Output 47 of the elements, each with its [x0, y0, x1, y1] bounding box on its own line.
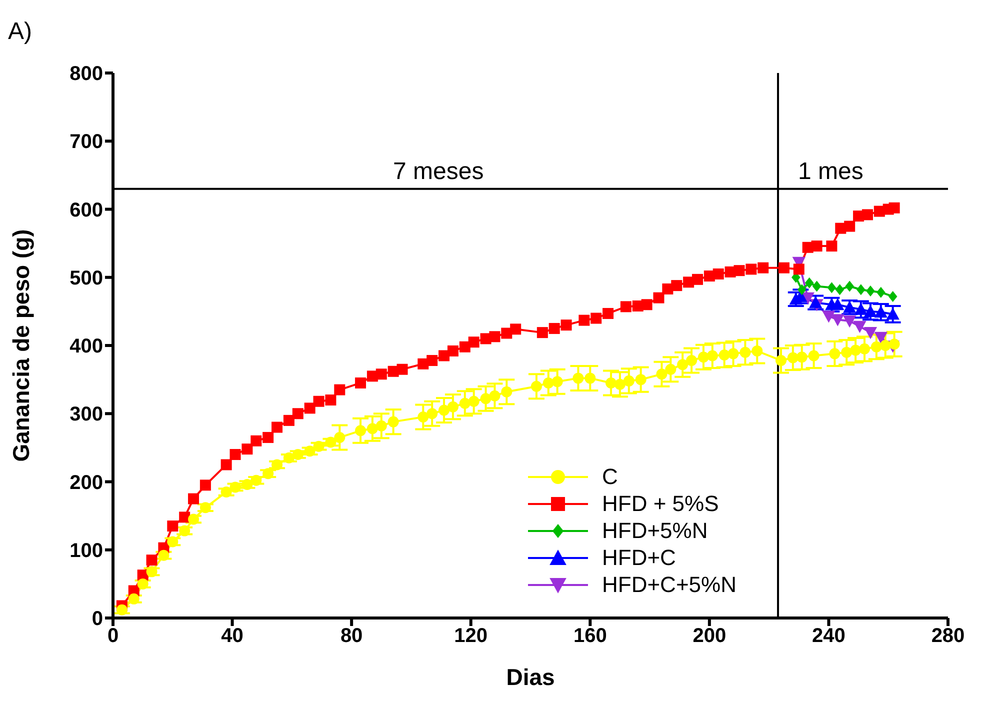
x-axis-title: Dias: [506, 664, 555, 690]
legend-label: HFD+C+5%N: [602, 572, 736, 598]
point: [835, 284, 844, 296]
point: [876, 286, 886, 298]
point: [797, 284, 806, 296]
y-tick-label: 300: [70, 404, 103, 426]
x-tick-label: 0: [107, 625, 119, 648]
x-tick-label: 200: [692, 625, 726, 648]
point: [854, 302, 868, 315]
text: A): [8, 18, 32, 46]
y-tick-label: 0: [92, 608, 103, 630]
legend-label: HFD+5%N: [602, 518, 708, 544]
x-tick-label: 40: [221, 625, 244, 648]
x-tick-label: 120: [454, 625, 488, 648]
point: [812, 280, 822, 292]
point: [856, 284, 866, 296]
point: [864, 327, 878, 340]
legend-label: C: [602, 464, 618, 490]
point: [822, 310, 836, 323]
y-tick-label: 100: [70, 540, 103, 562]
x-tick-label: 160: [573, 625, 607, 648]
y-tick-label: 500: [70, 267, 103, 290]
point: [831, 298, 844, 310]
y-tick-label: 600: [70, 199, 103, 222]
y-tick-label: 700: [70, 131, 103, 154]
legend-label: HFD+C: [602, 544, 676, 570]
annotation: 7 meses: [393, 158, 484, 186]
point: [804, 277, 814, 288]
x-tick-label: 280: [931, 625, 965, 648]
point: [874, 306, 888, 318]
x-tick-label: 240: [812, 625, 846, 648]
point: [866, 286, 875, 296]
point: [888, 290, 898, 302]
point: [886, 308, 900, 320]
point: [874, 332, 888, 344]
point: [864, 304, 878, 317]
point: [845, 280, 854, 292]
legend-label: HFD + 5%S: [602, 490, 719, 516]
x-tick-label: 80: [340, 625, 363, 648]
y-tick-label: 800: [70, 63, 103, 86]
point: [827, 282, 836, 294]
y-tick-label: 200: [70, 472, 103, 494]
point: [853, 320, 866, 334]
y-axis-title: Ganancia de peso (g): [8, 229, 34, 462]
annotation: 1 mes: [798, 158, 864, 186]
point: [831, 314, 844, 326]
y-tick-label: 400: [70, 336, 103, 358]
